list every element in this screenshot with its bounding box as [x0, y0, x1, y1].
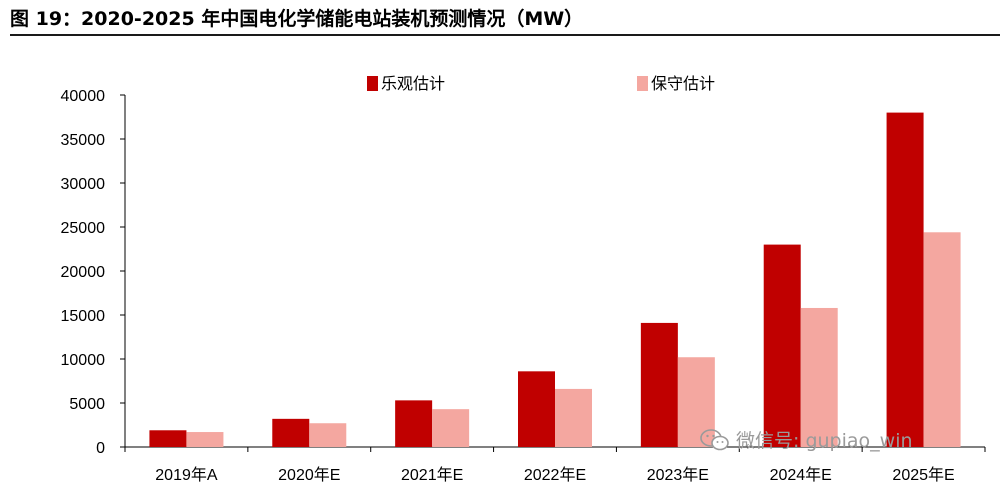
- x-tick-label: 2020年E: [278, 466, 340, 484]
- bar-conservative: [800, 307, 838, 447]
- y-tick-label: 35000: [61, 132, 106, 149]
- legend-swatch: [367, 76, 378, 91]
- legend-label: 保守估计: [651, 74, 715, 93]
- x-tick-label: 2021年E: [401, 466, 463, 484]
- bar-optimistic: [149, 430, 187, 447]
- y-tick-label: 25000: [61, 220, 106, 237]
- y-tick-label: 20000: [61, 264, 106, 281]
- y-tick-label: 15000: [61, 308, 106, 325]
- legend-label: 乐观估计: [381, 74, 445, 93]
- y-tick-label: 30000: [61, 176, 106, 193]
- x-axis-labels: 2019年A 2020年E 2021年E 2022年E 2023年E 2024年E 2025…: [155, 466, 954, 484]
- bar-optimistic: [272, 418, 310, 447]
- chart-bars: [149, 112, 961, 447]
- bar-conservative: [555, 388, 592, 447]
- x-tick-label: 2022年E: [524, 466, 586, 484]
- x-tick-label: 2019年A: [155, 466, 218, 484]
- bar-conservative: [677, 357, 715, 447]
- bar-optimistic: [518, 371, 555, 447]
- y-tick-label: 10000: [61, 352, 106, 369]
- bar-optimistic: [763, 244, 801, 447]
- bar-conservative: [186, 432, 224, 447]
- bar-conservative: [923, 232, 961, 447]
- bar-optimistic: [395, 400, 433, 447]
- x-tick-label: 2023年E: [647, 466, 709, 484]
- bar-conservative: [309, 423, 347, 447]
- x-tick-label: 2025年E: [892, 466, 954, 484]
- page-title: 图 19：2020-2025 年中国电化学储能电站装机预测情况（MW）: [10, 8, 584, 30]
- bar-optimistic: [640, 322, 678, 447]
- title-divider: [10, 34, 1000, 36]
- watermark-text: 微信号: gupiao_win: [736, 430, 913, 452]
- x-tick-label: 2024年E: [770, 466, 832, 484]
- y-tick-label: 5000: [69, 396, 105, 413]
- wechat-icon: [700, 428, 730, 451]
- y-tick-label: 40000: [61, 88, 106, 105]
- chart-legend: 乐观估计 保守估计: [367, 74, 715, 93]
- y-tick-label: 0: [96, 440, 105, 457]
- legend-swatch: [637, 76, 648, 91]
- watermark: 微信号: gupiao_win: [700, 426, 913, 453]
- y-axis-labels: 0 5000 10000 15000 20000 25000 30000 35000 40000: [61, 88, 106, 457]
- bar-conservative: [432, 409, 470, 447]
- bar-optimistic: [886, 112, 924, 447]
